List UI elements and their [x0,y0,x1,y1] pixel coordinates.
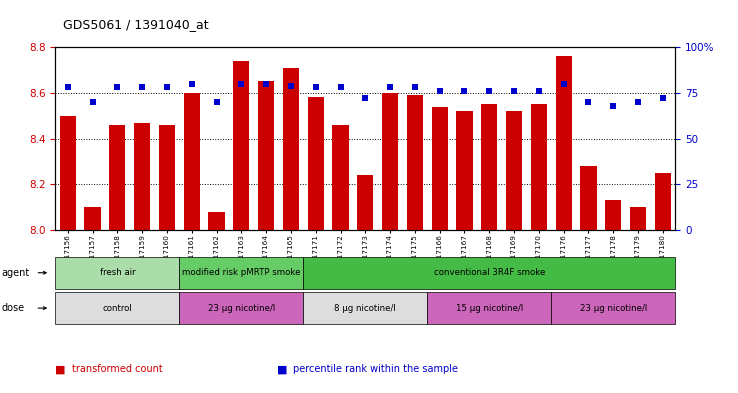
Point [137,84,148,90]
Text: 23 µg nicotine/l: 23 µg nicotine/l [579,304,647,312]
Point [111,84,123,90]
Point [62,84,74,90]
Text: transformed count: transformed count [72,364,162,375]
Point [86,99,98,105]
Text: percentile rank within the sample: percentile rank within the sample [293,364,458,375]
Text: ■: ■ [55,364,66,375]
Bar [382,93,399,230]
Point [657,95,669,101]
Bar [481,104,497,230]
Point [533,88,545,94]
Text: modified risk pMRTP smoke: modified risk pMRTP smoke [182,268,300,277]
Point [359,95,371,101]
Bar [531,104,547,230]
Bar [258,81,275,230]
Text: agent: agent [1,268,30,278]
Bar [407,95,423,230]
Point [186,81,198,87]
Point [458,88,470,94]
Text: fresh air: fresh air [100,268,135,277]
Point [558,81,570,87]
Text: control: control [103,304,132,312]
Bar [456,111,472,230]
Point [285,83,297,89]
Bar [655,173,671,230]
Bar [308,97,324,230]
Bar [134,123,151,230]
Text: dose: dose [1,303,24,313]
Text: 8 µg nicotine/l: 8 µg nicotine/l [334,304,396,312]
Text: conventional 3R4F smoke: conventional 3R4F smoke [434,268,545,277]
Bar [506,111,523,230]
Point [508,88,520,94]
Text: ■: ■ [277,364,287,375]
Point [210,99,222,105]
Point [607,103,619,109]
Bar [580,166,596,230]
Bar [233,61,249,230]
Bar [60,116,76,230]
Point [334,84,346,90]
Bar [556,56,572,230]
Point [310,84,322,90]
Bar [184,93,200,230]
Point [235,81,247,87]
Point [483,88,495,94]
Bar [159,125,175,230]
Bar [208,211,224,230]
Point [261,81,272,87]
Bar [283,68,299,230]
Bar [109,125,125,230]
Text: GDS5061 / 1391040_at: GDS5061 / 1391040_at [63,18,208,31]
Bar [432,107,448,230]
Point [409,84,421,90]
Bar [332,125,348,230]
Bar [630,207,646,230]
Point [582,99,594,105]
Bar [84,207,100,230]
Text: 23 µg nicotine/l: 23 µg nicotine/l [207,304,275,312]
Point [161,84,173,90]
Bar [605,200,621,230]
Point [384,84,396,90]
Point [632,99,644,105]
Bar [357,175,373,230]
Point [434,88,446,94]
Text: 15 µg nicotine/l: 15 µg nicotine/l [455,304,523,312]
